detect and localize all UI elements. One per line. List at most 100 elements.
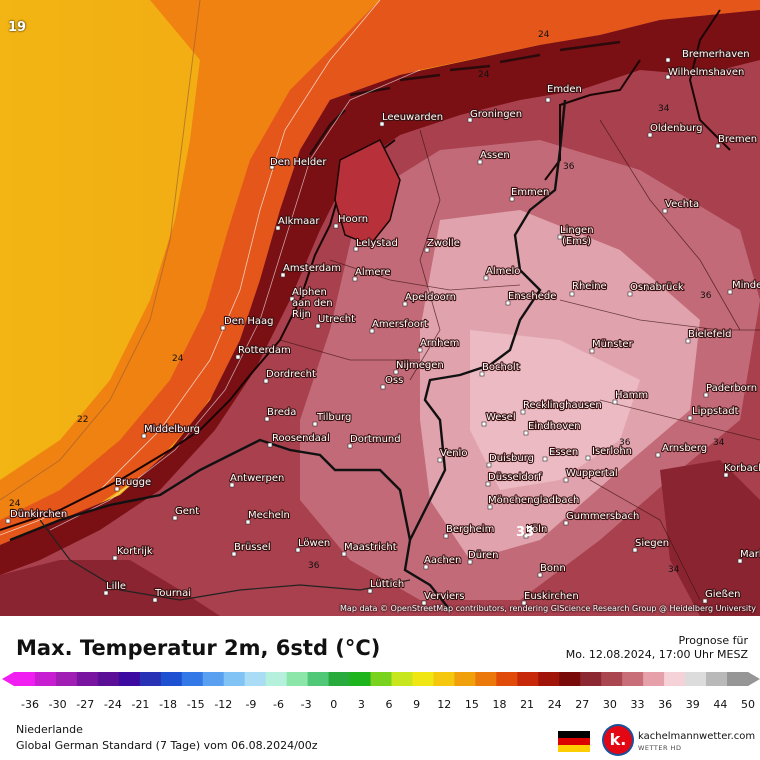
- scale-swatch: [685, 672, 707, 686]
- model-run: Global German Standard (7 Tage) vom 06.0…: [16, 739, 318, 752]
- city-label: Zwolle: [427, 238, 460, 249]
- city-marker: Leeuwarden: [379, 111, 444, 127]
- city-dot: [112, 555, 118, 561]
- city-label: Brugge: [115, 477, 151, 488]
- scale-tick-label: -21: [131, 698, 149, 710]
- city-label: Minden: [732, 280, 760, 291]
- scale-swatch: [412, 672, 434, 686]
- city-marker: Mecheln: [245, 509, 291, 525]
- scale-swatch: [601, 672, 623, 686]
- city-dot: [557, 234, 563, 240]
- city-dot: [665, 74, 671, 80]
- city-marker: Bielefeld: [685, 328, 733, 344]
- city-marker: Amersfoort: [369, 318, 429, 334]
- city-marker: Münster: [589, 338, 635, 354]
- city-label: Brüssel: [234, 542, 271, 553]
- city-label: Iserlohn: [592, 446, 632, 457]
- city-marker: Löwen: [295, 537, 331, 553]
- scale-swatch: [643, 672, 665, 686]
- city-label: Oldenburg: [650, 123, 702, 134]
- city-marker: Lille: [103, 580, 127, 596]
- city-marker: Minden: [727, 279, 760, 295]
- scale-tick-label: -27: [76, 698, 94, 710]
- scale-arrow: [748, 672, 760, 686]
- city-marker: Essen: [542, 446, 579, 462]
- city-marker: Dünkirchen: [5, 508, 68, 524]
- city-marker: Den Haag: [220, 315, 275, 331]
- city-label: Lüttich: [370, 579, 404, 590]
- isotherm-label: 22: [77, 415, 88, 425]
- city-dot: [665, 57, 671, 63]
- city-label: Duisburg: [489, 453, 534, 464]
- city-dot: [509, 196, 515, 202]
- city-marker: Wilhelmshaven: [665, 66, 745, 80]
- city-dot: [421, 600, 427, 606]
- city-dot: [172, 515, 178, 521]
- scale-tick-label: -36: [21, 698, 39, 710]
- city-label: Leeuwarden: [382, 112, 443, 123]
- isotherm-label: 36: [308, 561, 320, 571]
- city-label: Tilburg: [316, 412, 351, 423]
- city-dot: [369, 328, 375, 334]
- city-label: Bremerhaven: [682, 49, 750, 60]
- city-label: Münster: [592, 339, 634, 350]
- city-label: Groningen: [470, 109, 522, 120]
- city-dot: [352, 276, 358, 282]
- city-label: Löwen: [298, 538, 330, 549]
- temperature-map[interactable]: Bremerhaven Wilhelmshaven Emden Leeuwarden G…: [0, 0, 760, 616]
- city-dot: [687, 415, 693, 421]
- city-dot: [612, 399, 618, 405]
- city-dot: [520, 409, 526, 415]
- scale-swatch: [664, 672, 686, 686]
- city-dot: [505, 300, 511, 306]
- city-label: Eindhoven: [528, 421, 581, 432]
- city-label: Den Helder: [270, 157, 327, 168]
- forecast-date: Mo. 12.08.2024, 17:00 Uhr MESZ: [565, 648, 748, 661]
- city-dot: [632, 547, 638, 553]
- city-label: Breda: [267, 407, 296, 418]
- city-marker: Bremerhaven: [665, 48, 751, 63]
- city-marker: Bonn: [537, 562, 567, 578]
- kachelmann-logo-icon[interactable]: k.: [604, 726, 632, 754]
- city-marker: Lelystad: [353, 237, 399, 252]
- isotherm-label: 24: [538, 30, 550, 40]
- city-label: Gent: [175, 506, 199, 517]
- city-label: Köln: [526, 524, 547, 535]
- city-label: Bremen: [718, 134, 757, 145]
- city-marker: Tournai: [152, 587, 192, 603]
- scale-swatch: [118, 672, 141, 686]
- city-marker: Utrecht: [315, 313, 356, 329]
- isotherm-22: [0, 0, 201, 501]
- city-marker: Siegen: [632, 537, 670, 553]
- scale-swatch: [475, 672, 497, 686]
- city-marker: Antwerpen: [229, 472, 285, 488]
- city-dot: [231, 551, 237, 557]
- city-marker: Recklinghausen: [520, 399, 603, 415]
- scale-tick-label: 50: [741, 698, 755, 710]
- city-dot: [537, 572, 543, 578]
- city-label: Emden: [547, 84, 582, 95]
- city-marker: Duisburg: [486, 452, 535, 468]
- city-marker: Marburg: [737, 548, 760, 564]
- city-dot: [702, 598, 708, 604]
- brand-name[interactable]: kachelmannwetter.com: [638, 731, 756, 742]
- city-marker: Gießen: [702, 588, 742, 604]
- city-dot: [662, 208, 668, 214]
- scale-swatch: [622, 672, 644, 686]
- city-label: Kortrijk: [117, 546, 153, 557]
- city-marker: Lingen (Ems): [557, 224, 595, 248]
- city-label: Antwerpen: [230, 473, 284, 484]
- isotherm-label: 36: [619, 438, 631, 448]
- city-marker: Middelburg: [141, 423, 201, 439]
- city-dot: [443, 533, 449, 539]
- city-marker: Düren: [467, 549, 500, 565]
- scale-tick-label: 15: [465, 698, 479, 710]
- scale-swatch: [370, 672, 392, 686]
- scale-swatch: [559, 672, 581, 686]
- scale-tick-label: 36: [658, 698, 672, 710]
- city-label: Essen: [549, 447, 578, 458]
- scale-tick-label: -24: [104, 698, 122, 710]
- city-label: Euskirchen: [524, 591, 579, 602]
- city-label: Dortmund: [350, 434, 401, 445]
- city-label: Lelystad: [356, 238, 398, 249]
